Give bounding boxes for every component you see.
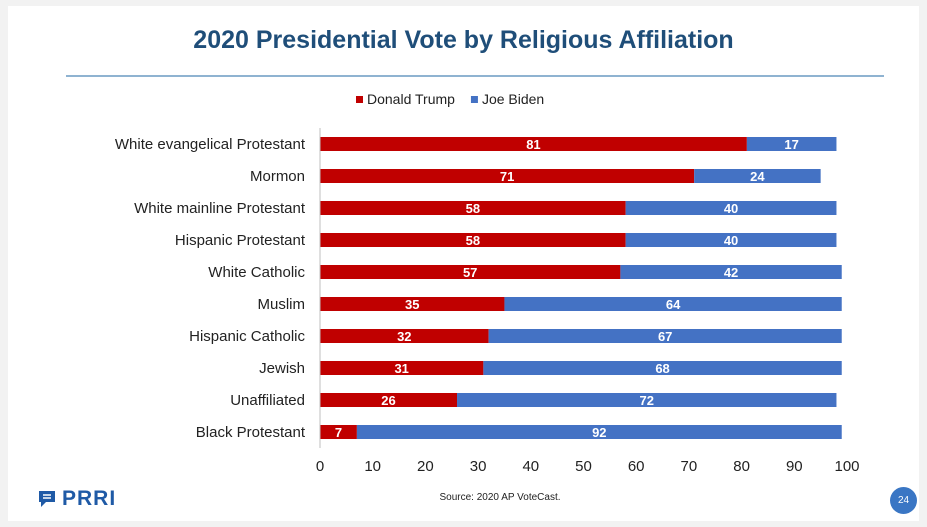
data-label: 26: [381, 393, 395, 408]
data-label: 92: [592, 425, 606, 440]
x-tick-label: 10: [364, 458, 381, 475]
category-label: Jewish: [259, 360, 305, 377]
data-label: 81: [526, 137, 540, 152]
x-tick-label: 100: [834, 458, 859, 475]
category-label: White mainline Protestant: [134, 200, 306, 217]
data-label: 57: [463, 265, 477, 280]
data-label: 68: [655, 361, 669, 376]
category-label: Muslim: [258, 296, 306, 313]
x-tick-label: 30: [470, 458, 487, 475]
x-tick-label: 0: [316, 458, 324, 475]
bar-joe-biden: [488, 329, 842, 343]
data-label: 42: [724, 265, 738, 280]
category-label: Black Protestant: [196, 424, 306, 441]
data-label: 64: [666, 297, 681, 312]
data-label: 58: [466, 233, 480, 248]
category-label: Unaffiliated: [230, 392, 305, 409]
logo-text: PRRI: [62, 487, 117, 510]
bar-joe-biden: [625, 201, 837, 215]
legend-label: Donald Trump: [367, 91, 455, 107]
bar-joe-biden: [746, 137, 837, 151]
x-tick-label: 40: [522, 458, 539, 475]
bar-joe-biden: [625, 233, 837, 247]
bar-donald-trump: [320, 425, 357, 439]
bar-donald-trump: [320, 233, 626, 247]
data-label: 58: [466, 201, 480, 216]
bar-donald-trump: [320, 329, 489, 343]
data-label: 71: [500, 169, 514, 184]
category-label: White Catholic: [208, 264, 305, 281]
x-tick-label: 70: [681, 458, 698, 475]
category-labels: White evangelical Protestant Mormon White …: [115, 136, 306, 441]
legend-swatch: [356, 96, 363, 103]
prri-logo: PRRI: [36, 487, 116, 511]
data-label: 40: [724, 233, 738, 248]
data-label: 24: [750, 169, 765, 184]
legend-label: Joe Biden: [482, 91, 544, 107]
category-label: White evangelical Protestant: [115, 136, 306, 153]
data-label: 32: [397, 329, 411, 344]
category-label: Mormon: [250, 168, 305, 185]
legend-swatch: [470, 96, 478, 103]
bars-group: 81 17 71 24 58 40 58 40 57 42 35 64 32 67 31 68 26 72 7 92: [320, 137, 842, 440]
category-label: Hispanic Catholic: [189, 328, 305, 345]
speech-bubble-icon: [39, 491, 55, 507]
bar-joe-biden: [504, 297, 842, 311]
bar-joe-biden: [457, 393, 837, 407]
x-tick-label: 50: [575, 458, 592, 475]
title-underline: [66, 75, 884, 77]
bar-donald-trump: [320, 265, 621, 279]
legend: Donald Trump Joe Biden: [356, 91, 544, 107]
x-axis-ticks: 0 10 20 30 40 50 60 70 80 90 100: [316, 458, 860, 475]
bar-joe-biden: [356, 425, 842, 439]
bar-donald-trump: [320, 201, 626, 215]
bar-joe-biden: [483, 361, 842, 375]
data-label: 35: [405, 297, 419, 312]
data-label: 72: [640, 393, 654, 408]
bar-joe-biden: [620, 265, 842, 279]
page-number-badge: 24: [890, 487, 917, 514]
data-label: 31: [394, 361, 408, 376]
bar-donald-trump: [320, 361, 484, 375]
bar-donald-trump: [320, 137, 747, 151]
x-tick-label: 80: [733, 458, 750, 475]
x-tick-label: 90: [786, 458, 803, 475]
chart-title: 2020 Presidential Vote by Religious Affi…: [193, 26, 734, 54]
data-label: 7: [335, 425, 342, 440]
bar-donald-trump: [320, 393, 458, 407]
bar-donald-trump: [320, 297, 505, 311]
x-tick-label: 60: [628, 458, 645, 475]
data-label: 67: [658, 329, 672, 344]
source-note: Source: 2020 AP VoteCast.: [439, 492, 561, 503]
x-tick-label: 20: [417, 458, 434, 475]
data-label: 17: [784, 137, 798, 152]
category-label: Hispanic Protestant: [175, 232, 306, 249]
bar-joe-biden: [694, 169, 821, 183]
bar-donald-trump: [320, 169, 695, 183]
data-label: 40: [724, 201, 738, 216]
